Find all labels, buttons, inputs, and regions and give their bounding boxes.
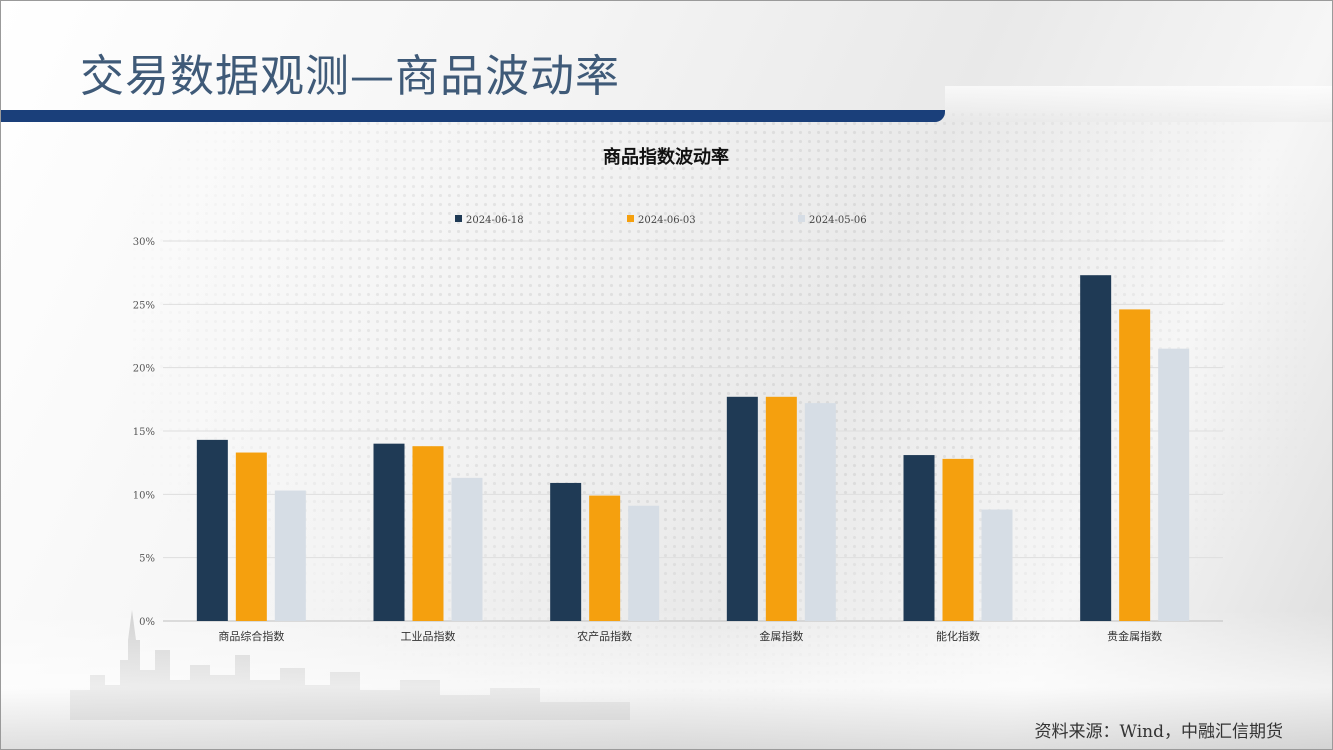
bar-2024-06-03: [235, 452, 267, 621]
y-tick-label: 25%: [133, 300, 155, 311]
x-tick-label: 工业品指数: [401, 629, 456, 643]
header-gloss-decoration: [945, 86, 1333, 122]
bar-2024-05-06: [804, 403, 836, 621]
y-tick-label: 15%: [133, 427, 155, 438]
bar-2024-06-03: [1119, 309, 1151, 621]
legend-swatch: [798, 215, 805, 222]
y-tick-label: 0%: [139, 617, 155, 628]
bar-2024-05-06: [628, 505, 660, 621]
legend-label: 2024-05-06: [809, 215, 867, 226]
y-tick-label: 5%: [139, 554, 155, 565]
y-tick-label: 20%: [133, 364, 155, 375]
y-tick-label: 30%: [133, 237, 155, 248]
legend-swatch: [627, 215, 634, 222]
slide-title: 交易数据观测—商品波动率: [80, 51, 620, 102]
x-tick-label: 农产品指数: [577, 629, 632, 643]
bar-2024-06-18: [903, 455, 935, 621]
x-tick-label: 能化指数: [936, 629, 980, 643]
legend-label: 2024-06-18: [466, 215, 524, 226]
bar-2024-05-06: [981, 509, 1013, 621]
bar-2024-06-18: [726, 396, 758, 621]
bar-2024-06-03: [412, 446, 444, 621]
bar-2024-05-06: [274, 490, 306, 621]
legend-label: 2024-06-03: [638, 215, 696, 226]
y-tick-label: 10%: [133, 490, 155, 501]
chart-canvas: 商品指数波动率 0% 5% 10% 15% 20% 25% 30% 2024-06-18 2024…: [133, 146, 1223, 643]
bar-2024-06-03: [765, 396, 797, 621]
x-tick-label: 金属指数: [759, 629, 803, 643]
bar-2024-05-06: [451, 477, 483, 621]
legend-swatch: [455, 215, 462, 222]
header-bar: [0, 110, 945, 122]
volatility-chart: 商品指数波动率 0% 5% 10% 15% 20% 25% 30% 2024-06-18 2024…: [0, 130, 1333, 660]
x-tick-label: 贵金属指数: [1107, 629, 1162, 643]
bar-2024-06-18: [1080, 275, 1112, 621]
x-tick-label: 商品综合指数: [218, 629, 284, 643]
bar-2024-06-18: [550, 482, 582, 621]
source-note: 资料来源：Wind，中融汇信期货: [1034, 722, 1283, 742]
bar-2024-05-06: [1158, 348, 1190, 621]
bar-2024-06-18: [373, 443, 405, 621]
bar-2024-06-03: [942, 458, 974, 621]
chart-title: 商品指数波动率: [603, 146, 729, 168]
bar-2024-06-18: [196, 439, 228, 621]
bar-2024-06-03: [589, 495, 621, 621]
bottom-gradient-decoration: [0, 610, 1333, 750]
